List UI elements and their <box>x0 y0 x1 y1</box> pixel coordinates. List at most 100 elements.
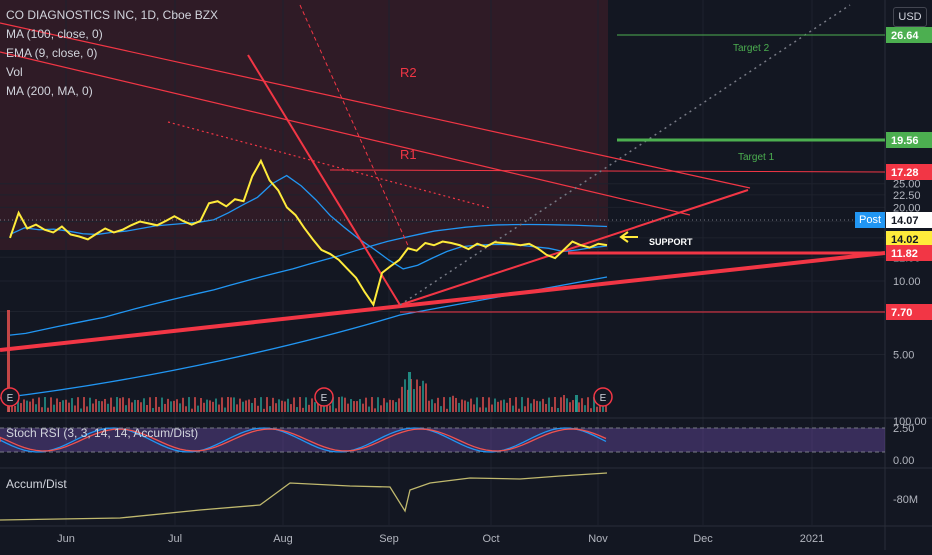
volume-bar <box>209 400 211 412</box>
volume-bar <box>263 408 265 412</box>
volume-bar <box>260 397 262 412</box>
volume-bar <box>41 407 43 412</box>
price-tag-label: 19.56 <box>891 135 919 147</box>
volume-bar <box>251 402 253 412</box>
volume-bar <box>452 395 454 412</box>
volume-bar <box>536 400 538 412</box>
volume-bar <box>551 406 553 412</box>
volume-bar <box>344 397 346 412</box>
volume-bar <box>113 406 115 412</box>
support-arrow <box>619 231 638 243</box>
stoch-d-line <box>0 428 607 452</box>
volume-bar <box>146 405 148 412</box>
price-tag <box>886 27 932 43</box>
volume-bar <box>167 398 169 412</box>
volume-bar <box>158 406 160 412</box>
volume-bar <box>107 403 109 412</box>
long-term-support-line <box>0 251 886 352</box>
volume-bar <box>20 403 22 412</box>
volume-bar <box>281 400 283 412</box>
volume-bar <box>245 400 247 412</box>
price-line <box>9 158 608 307</box>
volume-bar <box>83 397 85 412</box>
price-tag-label: 26.64 <box>891 30 919 42</box>
volume-bar <box>440 406 442 412</box>
volume-bar <box>431 399 433 412</box>
x-tick-label: Dec <box>693 533 713 545</box>
volume-bar <box>530 403 532 412</box>
volume-bar <box>563 394 565 412</box>
volume-bar <box>203 402 205 412</box>
volume-bar <box>131 402 133 412</box>
volume-bar <box>218 404 220 412</box>
volume-bar <box>428 400 430 412</box>
ema9-line <box>9 174 608 270</box>
volume-bar <box>545 403 547 412</box>
volume-bar <box>380 405 382 412</box>
legend-vol: Vol <box>6 65 23 79</box>
volume-bar <box>188 397 190 412</box>
volume-bar <box>170 401 172 412</box>
volume-bar <box>527 397 529 412</box>
volume-bar <box>524 406 526 412</box>
stoch-tick-label: 0.00 <box>893 455 914 467</box>
volume-bar <box>479 407 481 412</box>
volume-bar <box>242 401 244 412</box>
volume-bar <box>290 404 292 412</box>
accum-tick-label: -80M <box>893 494 918 506</box>
volume-bar <box>26 400 28 412</box>
volume-bar <box>119 398 121 412</box>
volume-bar <box>224 407 226 412</box>
volume-bar <box>587 397 589 412</box>
x-tick-label: Nov <box>588 533 608 545</box>
volume-bar <box>389 399 391 412</box>
volume-bar <box>71 398 73 412</box>
volume-bar <box>362 403 364 412</box>
volume-bar <box>593 397 595 412</box>
volume-bar <box>59 401 61 412</box>
volume-bar <box>548 397 550 412</box>
volume-bar <box>368 406 370 412</box>
volume-bar <box>122 397 124 412</box>
volume-bar <box>332 397 334 412</box>
dashed-trendline <box>299 4 411 251</box>
earnings-marker-label: E <box>321 393 328 404</box>
volume-bar <box>560 397 562 412</box>
volume-bar <box>293 397 295 412</box>
volume-bar <box>68 402 70 412</box>
volume-bar <box>287 398 289 412</box>
volume-bar <box>449 397 451 412</box>
resistance-r2-line <box>0 22 751 189</box>
volume-bar <box>446 408 448 412</box>
volume-bar <box>212 401 214 412</box>
volume-bar <box>92 403 94 412</box>
legend-ma100: MA (100, close, 0) <box>6 27 103 41</box>
volume-bar <box>590 408 592 412</box>
volume-bar <box>155 397 157 412</box>
currency-button[interactable]: USD <box>893 7 927 27</box>
y-tick-label: 22.50 <box>893 190 921 202</box>
chart-title: CO DIAGNOSTICS INC, 1D, Cboe BZX <box>6 8 219 22</box>
volume-bar <box>506 402 508 412</box>
volume-bar <box>98 400 100 412</box>
volume-bar <box>125 405 127 412</box>
volume-bar <box>38 397 40 412</box>
volume-bar <box>323 402 325 412</box>
volume-bar <box>356 401 358 412</box>
volume-bar <box>515 397 517 412</box>
volume-bar <box>7 310 10 412</box>
volume-bar <box>104 398 106 412</box>
volume-bar <box>314 402 316 412</box>
volume-bar <box>467 401 469 412</box>
volume-bar <box>401 386 403 412</box>
volume-bar <box>275 403 277 412</box>
volume-bar <box>305 397 307 412</box>
descending-trendline <box>247 54 401 306</box>
volume-bar <box>408 372 411 412</box>
volume-bar <box>470 398 472 412</box>
volume-bar <box>404 379 406 412</box>
legend-ma200: MA (200, MA, 0) <box>6 84 93 98</box>
chart-legend: CO DIAGNOSTICS INC, 1D, Cboe BZX MA (100… <box>6 6 218 101</box>
